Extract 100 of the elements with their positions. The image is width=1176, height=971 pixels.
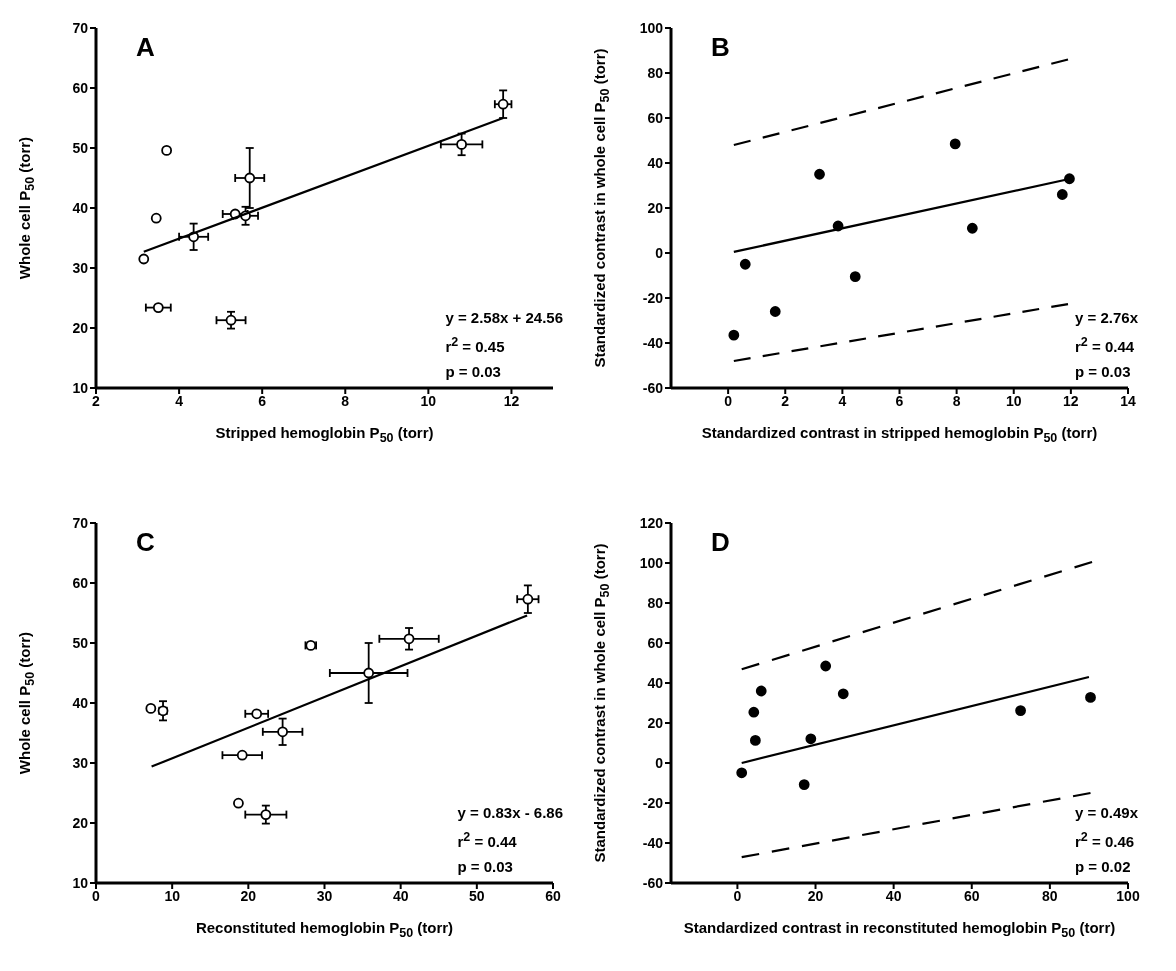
y-tick-label: -40 bbox=[642, 334, 664, 351]
y-tick-label: 70 bbox=[72, 19, 89, 36]
x-axis-title: Reconstituted hemoglobin P$_{50}$ (torr) bbox=[194, 919, 455, 940]
point bbox=[244, 172, 256, 184]
point bbox=[1056, 189, 1068, 200]
y-tick-label: 80 bbox=[647, 64, 664, 81]
point bbox=[152, 302, 164, 313]
x-axis-title: Stripped hemoglobin P$_{50}$ (torr) bbox=[214, 424, 435, 445]
x-axis-title: Standardized contrast in reconstituted hemoglobin P$_{50}$ (torr) bbox=[682, 919, 1117, 940]
x-tick-label: 10 bbox=[420, 392, 437, 409]
annotation: D bbox=[711, 527, 730, 558]
point bbox=[755, 685, 767, 697]
point bbox=[260, 809, 272, 820]
x-axis-title: Standardized contrast in stripped hemoglobin P$_{50}$ (torr) bbox=[700, 424, 1099, 445]
point bbox=[522, 593, 534, 605]
y-tick-label: 50 bbox=[72, 139, 89, 156]
point bbox=[820, 660, 832, 672]
x-tick-label: 4 bbox=[838, 392, 847, 409]
x-tick-label: 20 bbox=[240, 887, 257, 904]
point bbox=[233, 797, 244, 809]
point bbox=[736, 767, 748, 779]
annotation: r$^{2}$ = 0.45 bbox=[445, 334, 506, 357]
x-tick-label: 0 bbox=[724, 392, 733, 409]
point bbox=[837, 688, 849, 700]
x-tick-label: 20 bbox=[807, 887, 824, 904]
point bbox=[363, 667, 375, 679]
point bbox=[849, 271, 861, 283]
annotation: p = 0.03 bbox=[445, 362, 502, 382]
point bbox=[236, 749, 248, 761]
point bbox=[966, 222, 978, 234]
point bbox=[769, 306, 781, 317]
y-tick-label: 20 bbox=[647, 199, 664, 216]
y-tick-label: 20 bbox=[72, 319, 89, 336]
y-tick-label: 10 bbox=[72, 874, 89, 891]
annotation: y = 2.58x + 24.56 bbox=[445, 308, 563, 328]
point bbox=[798, 779, 810, 790]
y-tick-label: 70 bbox=[72, 514, 89, 531]
x-tick-label: 0 bbox=[733, 887, 742, 904]
point bbox=[145, 703, 157, 714]
y-tick-label: 30 bbox=[72, 754, 89, 771]
y-tick-label: 0 bbox=[655, 754, 664, 771]
y-tick-label: -20 bbox=[642, 794, 664, 811]
x-tick-label: 30 bbox=[316, 887, 333, 904]
y-tick-label: 20 bbox=[647, 714, 664, 731]
y-tick-label: 20 bbox=[72, 814, 89, 831]
y-tick-label: -60 bbox=[642, 379, 664, 396]
y-tick-label: -60 bbox=[642, 874, 664, 891]
x-tick-label: 4 bbox=[175, 392, 184, 409]
point bbox=[150, 212, 162, 224]
y-tick-label: 60 bbox=[72, 79, 89, 96]
y-tick-label: 30 bbox=[72, 259, 89, 276]
point bbox=[1064, 173, 1075, 185]
x-tick-label: 10 bbox=[164, 887, 181, 904]
point bbox=[748, 706, 760, 718]
y-tick-label: 100 bbox=[639, 554, 664, 571]
point bbox=[749, 735, 761, 746]
x-tick-label: 6 bbox=[895, 392, 904, 409]
x-tick-label: 10 bbox=[1005, 392, 1022, 409]
point bbox=[161, 145, 173, 156]
x-tick-label: 8 bbox=[952, 392, 961, 409]
annotation: r$^{2}$ = 0.46 bbox=[1075, 829, 1136, 852]
point bbox=[403, 633, 415, 645]
x-tick-label: 14 bbox=[1120, 392, 1136, 409]
y-tick-label: 0 bbox=[655, 244, 664, 261]
x-tick-label: 40 bbox=[885, 887, 902, 904]
annotation: p = 0.03 bbox=[457, 857, 514, 877]
x-tick-label: 80 bbox=[1042, 887, 1058, 904]
annotation: r$^{2}$ = 0.44 bbox=[457, 829, 518, 852]
x-tick-label: 2 bbox=[92, 392, 101, 409]
annotation: A bbox=[136, 32, 155, 63]
annotation: y = 0.83x - 6.86 bbox=[457, 803, 563, 823]
point bbox=[739, 258, 751, 270]
x-tick-label: 0 bbox=[92, 887, 101, 904]
point bbox=[949, 138, 961, 150]
annotation: y = 2.76x bbox=[1075, 308, 1138, 328]
point bbox=[138, 253, 150, 265]
y-tick-label: 10 bbox=[72, 379, 89, 396]
y-tick-label: 80 bbox=[647, 594, 664, 611]
x-tick-label: 2 bbox=[781, 392, 790, 409]
point bbox=[277, 726, 289, 738]
x-tick-label: 12 bbox=[1063, 392, 1079, 409]
x-tick-label: 60 bbox=[963, 887, 980, 904]
annotation: y = 0.49x bbox=[1075, 803, 1138, 823]
point bbox=[814, 168, 825, 180]
x-tick-label: 60 bbox=[545, 887, 561, 904]
y-tick-label: 100 bbox=[639, 19, 664, 36]
point bbox=[225, 314, 237, 326]
x-tick-label: 100 bbox=[1116, 887, 1140, 904]
y-tick-label: 50 bbox=[72, 634, 89, 651]
point bbox=[251, 708, 263, 720]
point bbox=[805, 733, 817, 745]
x-tick-label: 6 bbox=[258, 392, 267, 409]
y-tick-label: 40 bbox=[647, 674, 664, 691]
x-tick-label: 12 bbox=[503, 392, 520, 409]
x-tick-label: 40 bbox=[392, 887, 409, 904]
y-tick-label: 120 bbox=[639, 514, 664, 531]
y-tick-label: -20 bbox=[642, 289, 664, 306]
x-tick-label: 50 bbox=[469, 887, 485, 904]
point bbox=[456, 139, 467, 150]
y-tick-label: 60 bbox=[647, 634, 664, 651]
